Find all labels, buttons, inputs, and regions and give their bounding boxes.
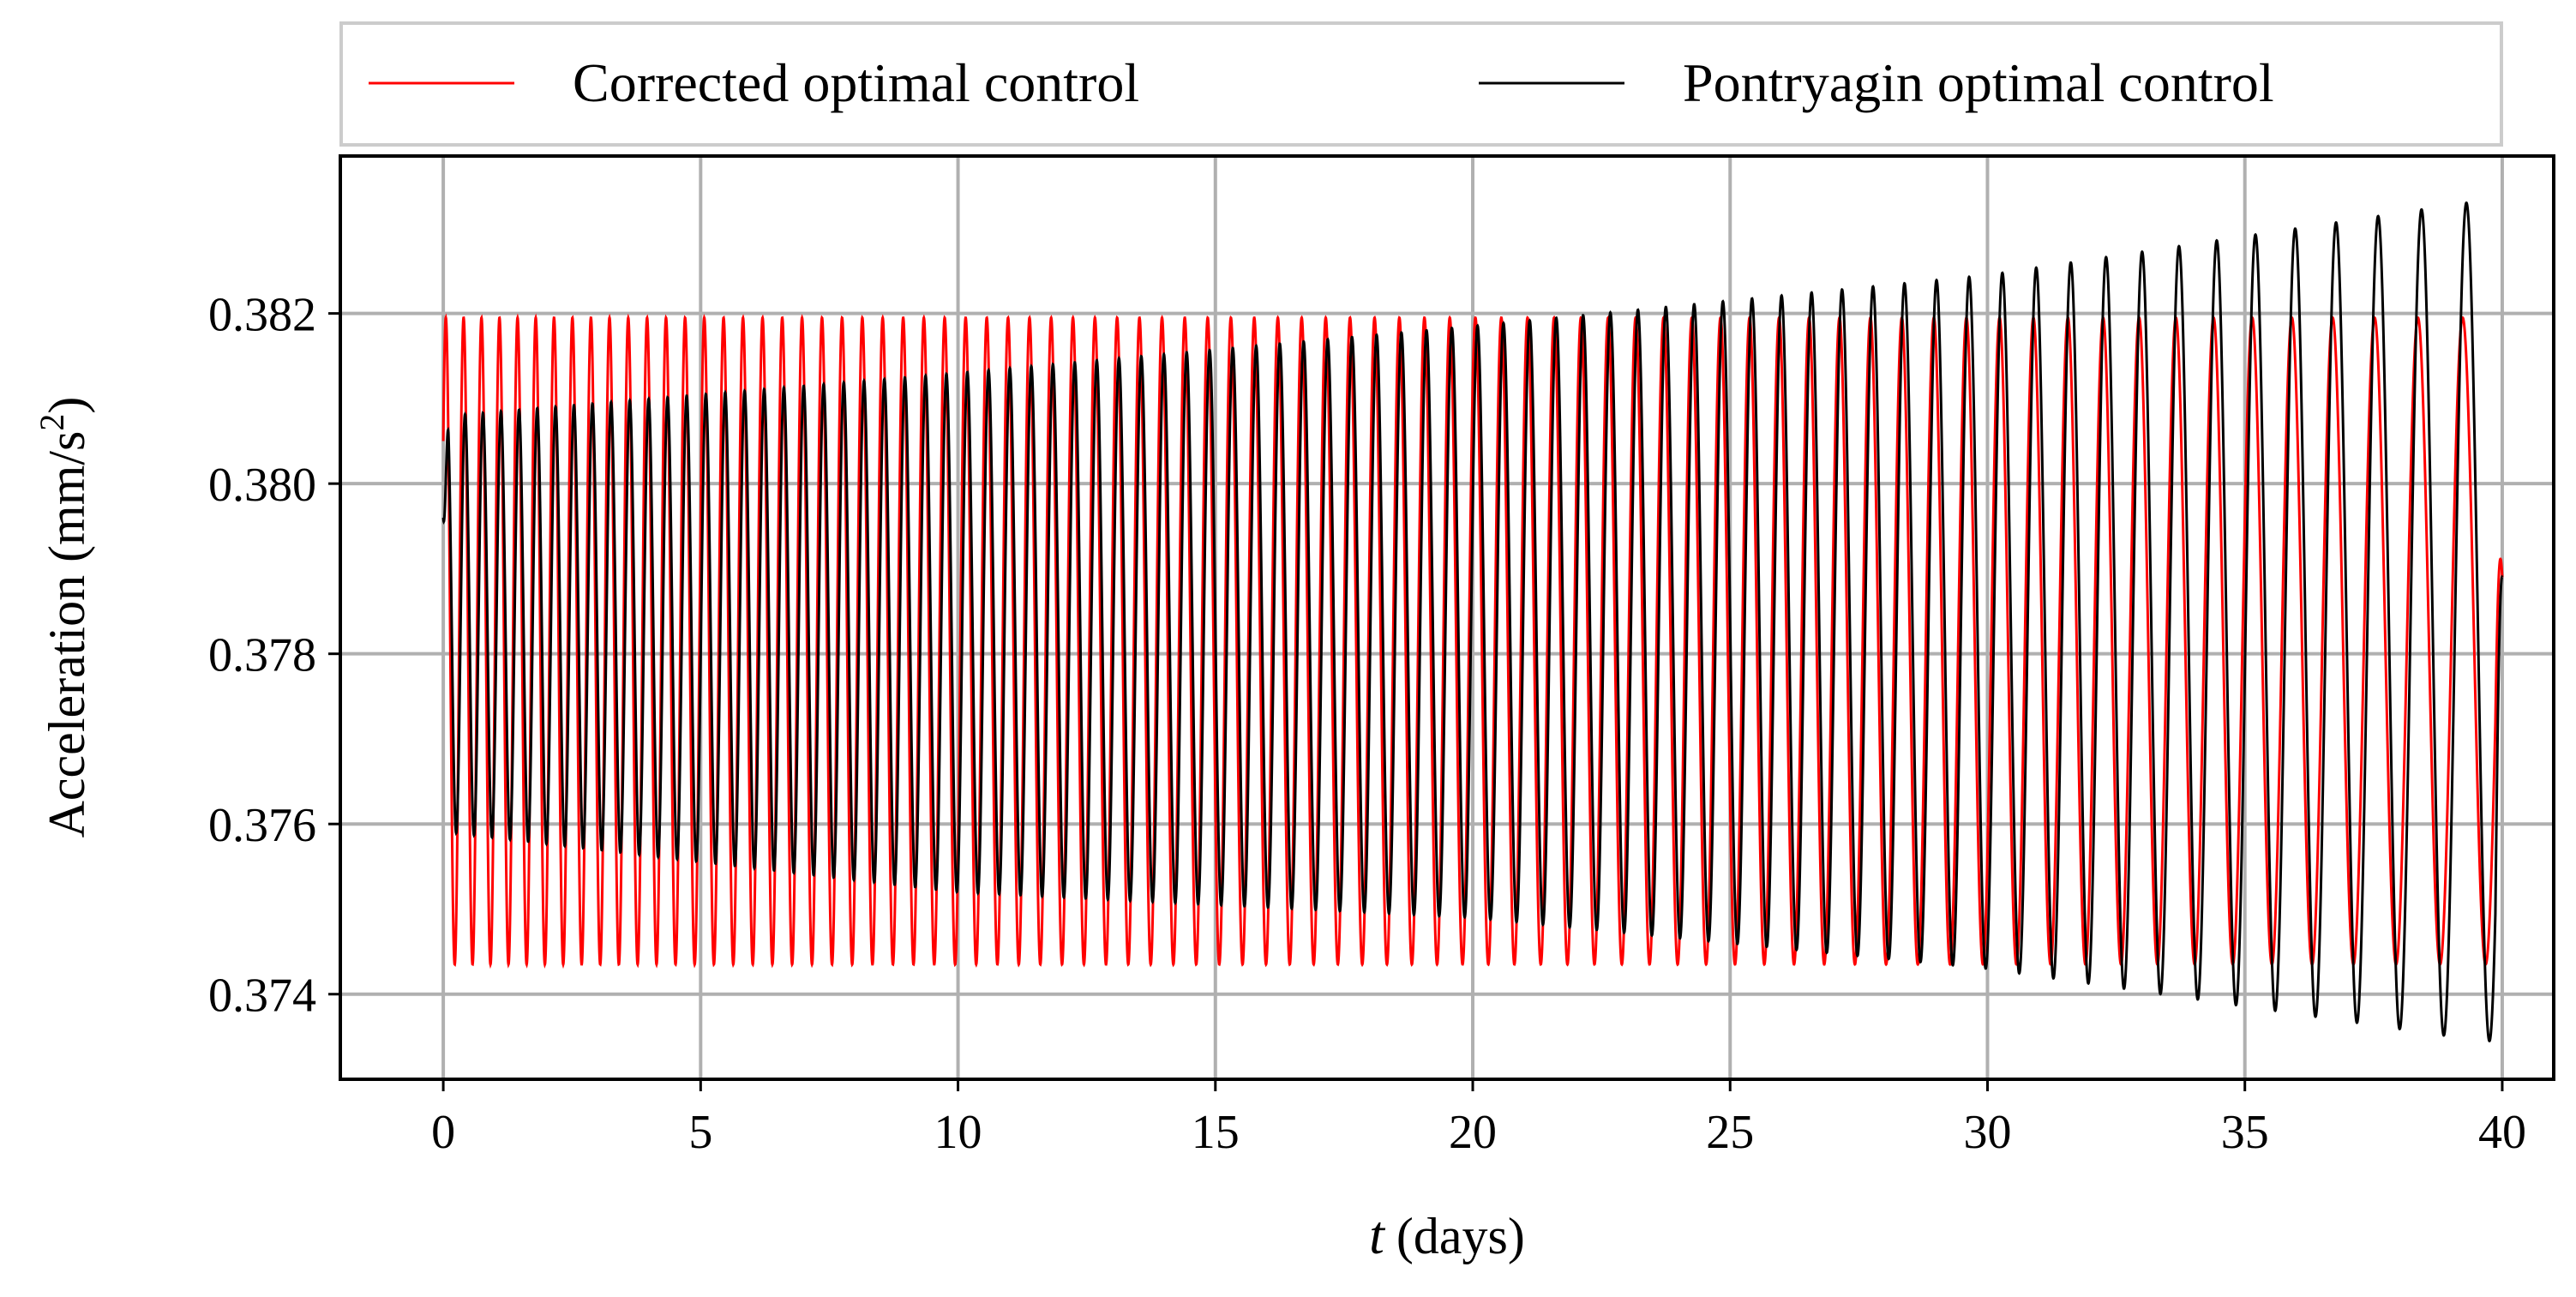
x-tick-label: 15 <box>1192 1106 1240 1159</box>
y-axis-label: Acceleration (mm/s2) <box>33 397 95 838</box>
legend-label-corrected: Corrected optimal control <box>573 52 1139 113</box>
y-tick-label: 0.382 <box>208 289 316 342</box>
legend-label-pontryagin: Pontryagin optimal control <box>1683 52 2274 113</box>
x-tick-label: 5 <box>688 1106 712 1159</box>
x-tick-label: 20 <box>1449 1106 1497 1159</box>
x-axis-label: t (days) <box>1369 1204 1525 1265</box>
y-tick-label: 0.374 <box>208 970 316 1023</box>
y-tick-label: 0.376 <box>208 799 316 852</box>
x-tick-label: 0 <box>431 1106 455 1159</box>
series-line-corrected <box>441 313 2504 970</box>
x-tick-label: 10 <box>934 1106 982 1159</box>
y-tick-label: 0.380 <box>208 459 316 512</box>
x-tick-label: 30 <box>1963 1106 2011 1159</box>
series-line-pontryagin <box>441 201 2504 1042</box>
ticks: 0 5 10 15 20 25 30 35 40 0.374 0.376 0.378 0.380 0.38… <box>208 289 2526 1159</box>
plot-frame <box>339 154 2555 1081</box>
x-tick-label: 40 <box>2478 1106 2526 1159</box>
y-tick-label: 0.378 <box>208 629 316 682</box>
legend: Corrected optimal control Pontryagin opt… <box>339 21 2503 147</box>
series-layer <box>441 201 2504 1042</box>
x-tick-label: 35 <box>2221 1106 2269 1159</box>
x-tick-label: 25 <box>1706 1106 1754 1159</box>
legend-box <box>339 21 2503 147</box>
